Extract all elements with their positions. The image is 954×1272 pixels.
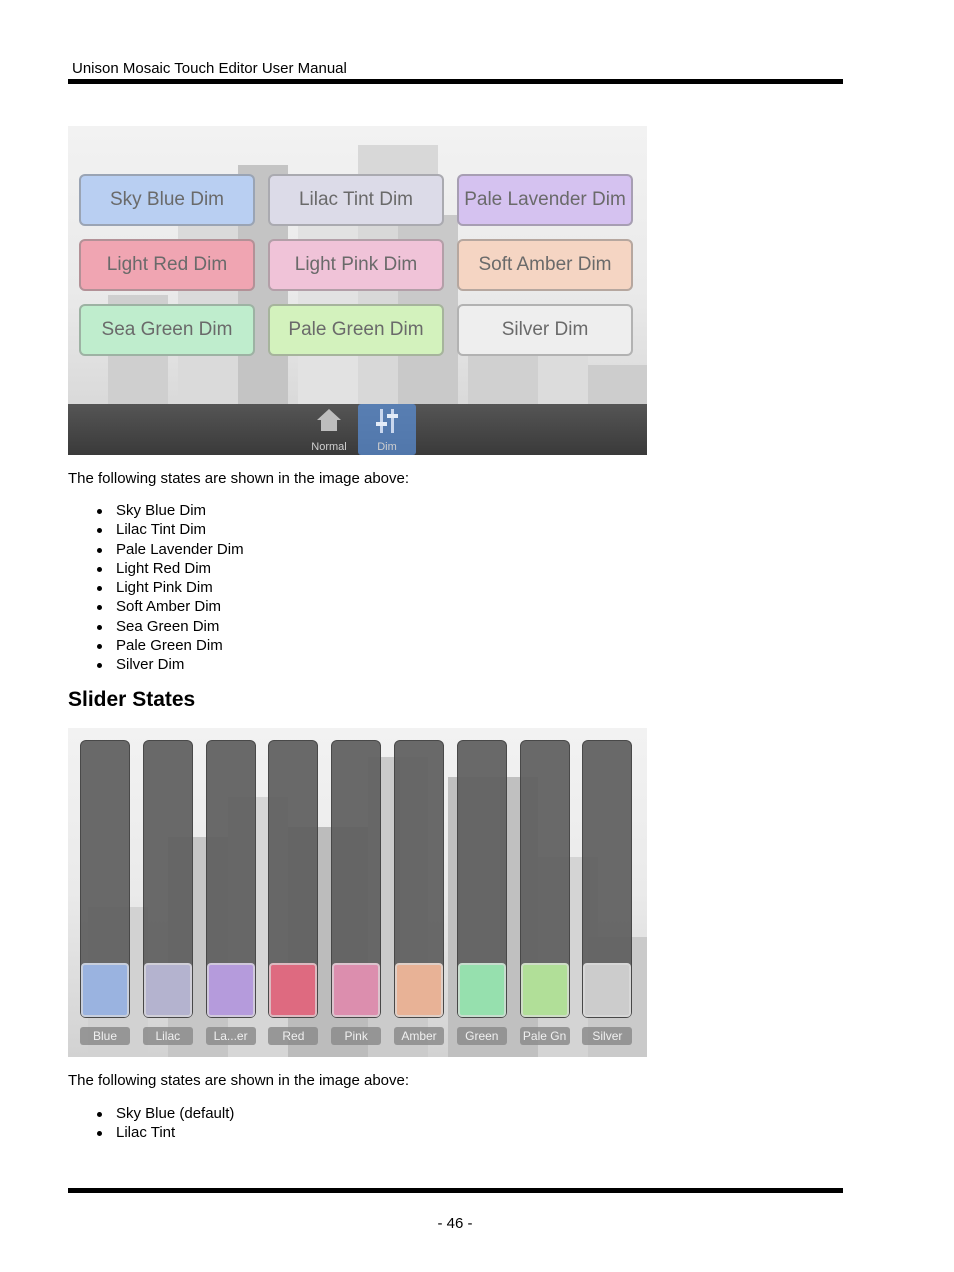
- slider-states-intro: The following states are shown in the im…: [68, 1072, 410, 1089]
- slider-knob[interactable]: [395, 963, 443, 1017]
- slider-label: Blue: [80, 1027, 130, 1045]
- sky-blue-dim-button[interactable]: Sky Blue Dim: [79, 174, 255, 226]
- section-heading-slider-states: Slider States: [68, 688, 196, 711]
- page-number: - 46 -: [437, 1215, 473, 1232]
- soft-amber-dim-button[interactable]: Soft Amber Dim: [457, 239, 633, 291]
- dim-states-intro: The following states are shown in the im…: [68, 470, 410, 487]
- list-item: Pale Lavender Dim: [94, 540, 244, 559]
- slider-states-list: Sky Blue (default) Lilac Tint: [94, 1104, 234, 1143]
- nav-normal-label: Normal: [311, 441, 347, 453]
- sea-green-dim-button[interactable]: Sea Green Dim: [79, 304, 255, 356]
- list-item: Soft Amber Dim: [94, 597, 244, 616]
- light-pink-dim-button[interactable]: Light Pink Dim: [268, 239, 444, 291]
- footer-rule: [68, 1188, 843, 1193]
- slider-knob[interactable]: [332, 963, 381, 1017]
- lilac-tint-dim-button[interactable]: Lilac Tint Dim: [268, 174, 444, 226]
- list-item: Light Red Dim: [94, 559, 244, 578]
- silver-dim-button[interactable]: Silver Dim: [457, 304, 633, 356]
- slider-knob[interactable]: [520, 963, 569, 1017]
- pale-green-dim-button[interactable]: Pale Green Dim: [268, 304, 444, 356]
- dim-states-list: Sky Blue Dim Lilac Tint Dim Pale Lavende…: [94, 501, 244, 675]
- slider-label: Silver: [582, 1027, 633, 1045]
- bottom-nav-bar: Normal Dim: [68, 404, 647, 455]
- slider-label: Green: [456, 1027, 507, 1045]
- home-icon: [317, 409, 341, 431]
- slider-label: Lilac: [142, 1027, 193, 1045]
- slider-label: Pale Gn: [519, 1027, 570, 1045]
- fader-icon: [376, 409, 398, 433]
- pale-lavender-dim-button[interactable]: Pale Lavender Dim: [457, 174, 633, 226]
- slider-knob[interactable]: [583, 963, 632, 1017]
- slider-knob[interactable]: [143, 963, 192, 1017]
- slider-label: La...er: [205, 1027, 256, 1045]
- slider-states-screenshot: Blue Lilac La...er Red Pink Amber Green Pale Gn…: [68, 728, 647, 1057]
- manual-title: Unison Mosaic Touch Editor User Manual: [72, 60, 347, 77]
- list-item: Pale Green Dim: [94, 636, 244, 655]
- list-item: Lilac Tint: [94, 1123, 234, 1142]
- list-item: Lilac Tint Dim: [94, 520, 244, 539]
- light-red-dim-button[interactable]: Light Red Dim: [79, 239, 255, 291]
- list-item: Silver Dim: [94, 655, 244, 674]
- slider-knob[interactable]: [206, 963, 255, 1017]
- nav-dim-label: Dim: [377, 441, 397, 453]
- nav-normal[interactable]: Normal: [300, 404, 358, 455]
- nav-dim[interactable]: Dim: [358, 404, 416, 455]
- list-item: Sea Green Dim: [94, 617, 244, 636]
- slider-knob[interactable]: [269, 963, 318, 1017]
- dim-states-screenshot: Sky Blue Dim Lilac Tint Dim Pale Lavende…: [68, 126, 647, 455]
- header-rule: [68, 79, 843, 84]
- list-item: Light Pink Dim: [94, 578, 244, 597]
- slider-label: Pink: [331, 1027, 382, 1045]
- slider-knob[interactable]: [81, 963, 129, 1017]
- list-item: Sky Blue (default): [94, 1104, 234, 1123]
- slider-knob[interactable]: [457, 963, 506, 1017]
- list-item: Sky Blue Dim: [94, 501, 244, 520]
- slider-label: Red: [268, 1027, 319, 1045]
- slider-label: Amber: [394, 1027, 444, 1045]
